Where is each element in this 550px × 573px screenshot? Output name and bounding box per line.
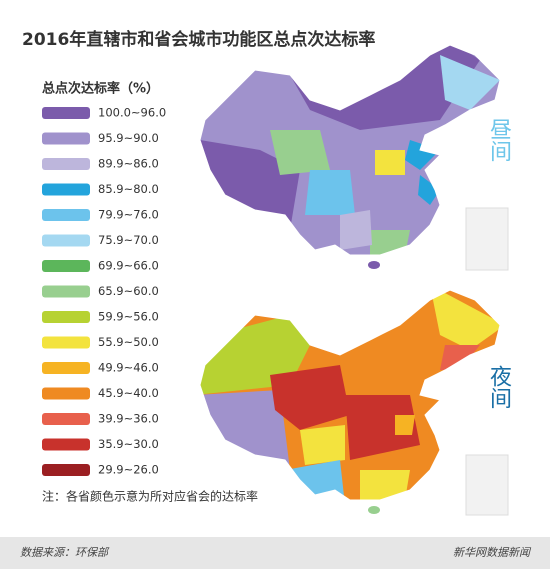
legend-label: 49.9~46.0: [98, 361, 159, 375]
legend-label: 79.9~76.0: [98, 208, 159, 222]
legend-swatch: [42, 234, 90, 247]
note: 注：各省颜色示意为所对应省会的达标率: [42, 489, 258, 504]
legend-swatch: [42, 438, 90, 451]
legend-swatch: [42, 336, 90, 349]
legend-swatch: [42, 285, 90, 298]
legend-swatch: [42, 311, 90, 323]
legend-label: 55.9~50.0: [98, 335, 159, 349]
legend-swatch: [42, 209, 90, 221]
title: 2016年直辖市和省会城市功能区总点次达标率: [22, 29, 375, 50]
footer-bar: [0, 537, 550, 569]
legend-label: 39.9~36.0: [98, 412, 159, 426]
day-map: [199, 44, 509, 271]
footer-brand: 新华网数据新闻: [453, 546, 532, 559]
footer-source: 数据来源：环保部: [20, 546, 110, 559]
legend-label: 29.9~26.0: [98, 463, 159, 477]
night-map: [199, 289, 509, 516]
legend-title: 总点次达标率（%）: [42, 81, 159, 97]
legend: 100.0~96.0 95.9~90.0 89.9~86.0 85.9~80.0 79.…: [42, 106, 166, 477]
legend-swatch: [42, 183, 90, 196]
legend-label: 45.9~40.0: [98, 386, 159, 400]
legend-label: 100.0~96.0: [98, 106, 166, 120]
legend-swatch: [42, 464, 90, 476]
legend-label: 35.9~30.0: [98, 437, 159, 451]
legend-swatch: [42, 132, 90, 145]
legend-swatch: [42, 260, 90, 272]
night-label: 夜间: [486, 365, 512, 409]
legend-swatch: [42, 413, 90, 425]
legend-label: 95.9~90.0: [98, 131, 159, 145]
legend-swatch: [42, 362, 90, 374]
legend-label: 89.9~86.0: [98, 157, 159, 171]
legend-label: 59.9~56.0: [98, 310, 159, 324]
legend-swatch: [42, 107, 90, 119]
legend-swatch: [42, 387, 90, 400]
legend-label: 85.9~80.0: [98, 182, 159, 196]
day-label: 昼间: [486, 118, 512, 162]
legend-label: 69.9~66.0: [98, 259, 159, 273]
legend-swatch: [42, 158, 90, 170]
legend-label: 75.9~70.0: [98, 233, 159, 247]
legend-label: 65.9~60.0: [98, 284, 159, 298]
